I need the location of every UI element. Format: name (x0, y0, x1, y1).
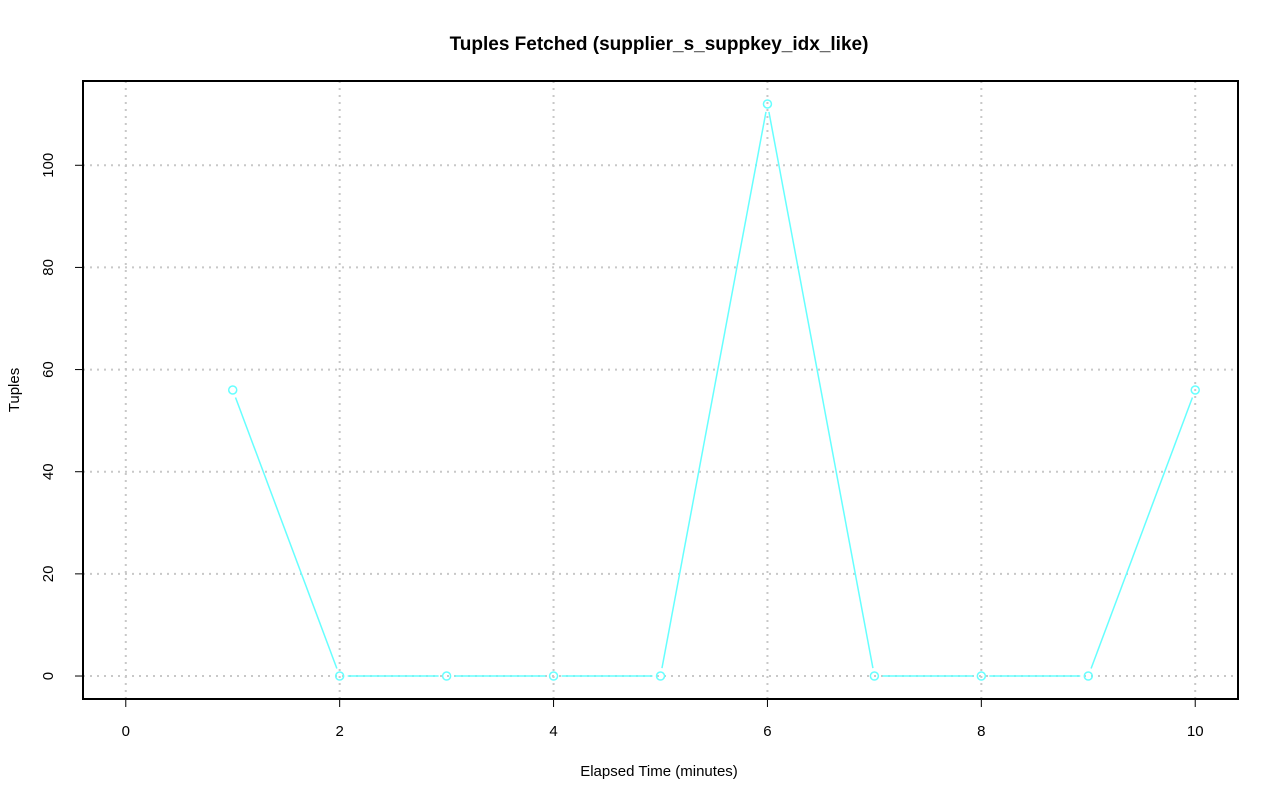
series-line-segment (661, 111, 767, 669)
x-tick-label: 6 (763, 723, 771, 740)
series-line-segment (234, 397, 338, 669)
data-point (869, 671, 880, 681)
data-point (655, 671, 666, 681)
y-tick-label: 100 (40, 153, 57, 178)
x-tick-label: 2 (335, 723, 343, 740)
series (227, 99, 1200, 681)
x-tick-label: 8 (977, 723, 985, 740)
x-tick-label: 4 (549, 723, 557, 740)
plot-frame (82, 80, 1239, 700)
data-point (1190, 385, 1200, 395)
data-point (441, 671, 452, 681)
grid (83, 81, 1238, 699)
x-axis-label: Elapsed Time (minutes) (580, 763, 738, 780)
x-tick-label: 10 (1187, 723, 1204, 740)
x-tick-label: 0 (122, 723, 130, 740)
series-line-segment (1090, 397, 1194, 669)
data-point (548, 671, 559, 681)
data-point (1083, 671, 1094, 681)
series-line-segment (768, 111, 874, 669)
y-tick-label: 60 (40, 361, 57, 378)
data-point (762, 99, 773, 109)
data-point (976, 671, 987, 681)
y-axis-label: Tuples (6, 368, 23, 412)
data-point (227, 385, 238, 395)
data-point (334, 671, 345, 681)
y-tick-label: 20 (40, 566, 57, 583)
y-tick-label: 80 (40, 259, 57, 276)
y-tick-label: 40 (40, 463, 57, 480)
y-tick-label: 0 (40, 672, 57, 680)
chart-title: Tuples Fetched (supplier_s_suppkey_idx_l… (450, 34, 869, 55)
